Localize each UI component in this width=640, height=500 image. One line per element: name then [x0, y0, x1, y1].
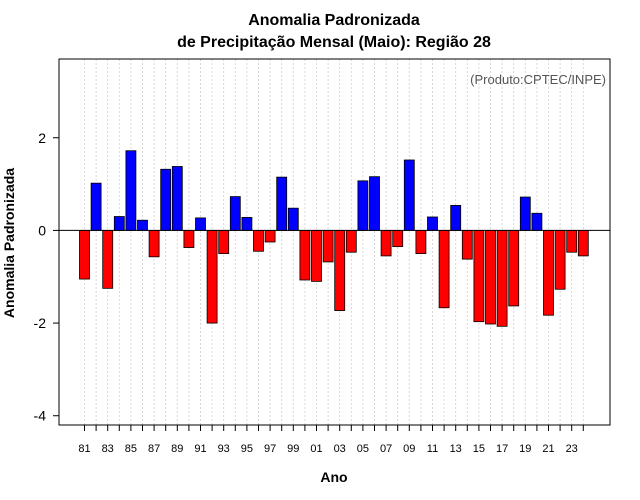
bar-11 [427, 216, 438, 231]
bars [79, 150, 589, 327]
bar-01 [311, 230, 322, 282]
bar-07 [380, 230, 392, 257]
x-tick-label-17: 17 [496, 443, 508, 455]
bar-85 [125, 150, 137, 231]
bar-21 [543, 230, 554, 316]
y-axis-title: Anomalia Padronizada [1, 168, 17, 318]
bar-15 [473, 230, 485, 323]
plot-frame [58, 58, 611, 426]
x-tick-label-95: 95 [241, 443, 253, 455]
x-tick-label-83: 83 [102, 443, 114, 455]
bar-13 [450, 204, 462, 231]
bar-03 [334, 230, 346, 311]
bar-98 [276, 176, 288, 231]
bar-18 [508, 230, 520, 307]
vertical-gridlines [84, 59, 584, 425]
bar-94 [229, 196, 241, 231]
bar-99 [287, 207, 299, 231]
bar-09 [403, 159, 415, 231]
bar-02 [322, 230, 334, 263]
bar-83 [102, 230, 114, 289]
bar-93 [218, 230, 230, 254]
bar-86 [137, 219, 148, 231]
bar-82 [90, 182, 102, 231]
x-tick-label-93: 93 [218, 443, 230, 455]
bar-24 [577, 230, 589, 257]
bar-23 [566, 230, 578, 253]
bar-91 [195, 217, 206, 231]
y-tick-label--4: -4 [34, 408, 47, 424]
y-tick-label--2: -2 [34, 315, 47, 331]
bar-88 [160, 168, 172, 231]
bar-00 [299, 230, 311, 281]
bar-96 [253, 230, 264, 252]
bar-20 [531, 212, 543, 231]
bar-05 [357, 180, 369, 231]
x-tick-label-23: 23 [566, 443, 578, 455]
x-tick-label-21: 21 [542, 443, 554, 455]
x-tick-label-01: 01 [310, 443, 322, 455]
x-axis-title: Ano [320, 469, 347, 485]
y-axis: -4 -2 0 2 [34, 130, 59, 424]
x-tick-label-89: 89 [171, 443, 183, 455]
bar-04 [345, 230, 357, 253]
x-tick-label-11: 11 [427, 443, 438, 455]
bar-81 [79, 230, 90, 280]
bar-97 [264, 230, 276, 243]
x-tick-label-15: 15 [473, 443, 485, 455]
bar-16 [485, 230, 496, 325]
bar-87 [148, 230, 160, 258]
x-tick-label-85: 85 [125, 443, 137, 455]
bar-89 [171, 166, 183, 231]
bar-06 [369, 176, 380, 231]
bar-84 [113, 216, 125, 231]
bar-22 [554, 230, 566, 290]
x-tick-label-07: 07 [380, 443, 392, 455]
x-tick-label-81: 81 [78, 443, 90, 455]
x-tick-label-05: 05 [357, 443, 369, 455]
chart-title-line1: Anomalia Padronizada [248, 12, 420, 29]
bar-19 [519, 196, 531, 231]
x-tick-label-03: 03 [334, 443, 346, 455]
x-axis: 81 83 85 87 89 91 93 95 97 99 01 03 05 07 09 11 13 15 17 19… [78, 425, 584, 455]
x-tick-label-13: 13 [450, 443, 462, 455]
bar-17 [496, 230, 508, 327]
x-tick-label-19: 19 [519, 443, 531, 455]
bar-92 [206, 230, 218, 324]
bar-08 [392, 230, 404, 248]
y-tick-label-2: 2 [38, 130, 46, 146]
x-tick-label-97: 97 [264, 443, 276, 455]
chart-title-line2: de Precipitação Mensal (Maio): Região 28 [177, 34, 491, 51]
x-tick-label-91: 91 [194, 443, 206, 455]
bar-90 [183, 230, 195, 248]
bar-12 [438, 230, 450, 309]
x-tick-label-87: 87 [148, 443, 160, 455]
y-tick-label-0: 0 [38, 222, 46, 238]
bar-10 [415, 230, 427, 254]
credit-text: (Produto:CPTEC/INPE) [470, 72, 606, 87]
x-tick-label-09: 09 [403, 443, 415, 455]
x-tick-label-99: 99 [287, 443, 299, 455]
bar-95 [241, 217, 253, 231]
bar-14 [461, 230, 473, 260]
